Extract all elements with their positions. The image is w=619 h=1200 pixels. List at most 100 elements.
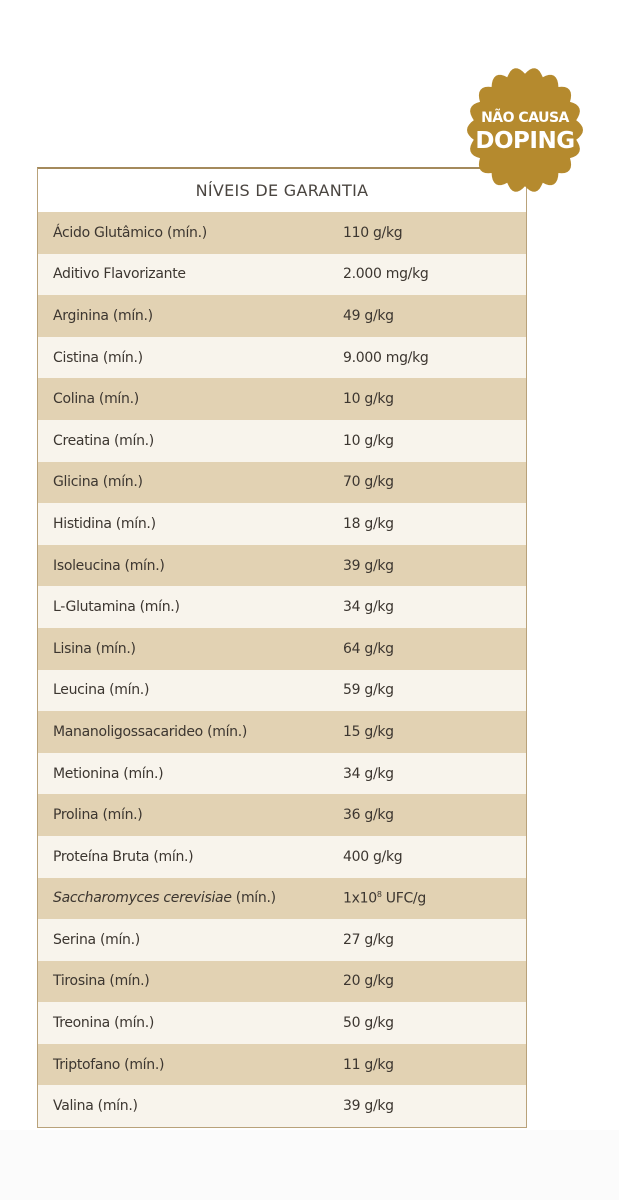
nutrient-value: 18 g/kg [343,516,526,532]
nutrient-name-text: Glicina (mín.) [53,474,143,491]
nutrient-name-text: Tirosina (mín.) [53,973,150,990]
nutrient-name: Histidina (mín.) [38,516,343,532]
nutrient-value-text: 36 g/kg [343,807,394,824]
nutrient-value-text: 34 g/kg [343,765,394,782]
table-row: Tirosina (mín.) 20 g/kg [38,960,526,1003]
nutrient-name-text: Aditivo Flavorizante [53,266,186,283]
nutrient-value: 110 g/kg [343,225,526,241]
nutrient-value: 1x108 UFC/g [343,890,526,907]
nutrient-name-text: Serina (mín.) [53,931,140,948]
table-row: Lisina (mín.) 64 g/kg [38,627,526,670]
nutrient-name: Arginina (mín.) [38,308,343,324]
nutrient-value-text: 64 g/kg [343,640,394,657]
nutrient-value: 10 g/kg [343,391,526,407]
nutrient-value: 34 g/kg [343,599,526,615]
table-row: Proteína Bruta (mín.) 400 g/kg [38,835,526,878]
nutrient-value: 39 g/kg [343,558,526,574]
nutrient-value: 34 g/kg [343,766,526,782]
nutrient-value: 400 g/kg [343,849,526,865]
nutrient-name-text: Prolina (mín.) [53,807,143,824]
badge-line-1: NÃO CAUSA [481,110,569,126]
table-row: Treonina (mín.) 50 g/kg [38,1002,526,1044]
table-row: Valina (mín.) 39 g/kg [38,1085,526,1128]
nutrient-name: Prolina (mín.) [38,807,343,823]
table-row: Cistina (mín.) 9.000 mg/kg [38,336,526,379]
nutrient-name: Treonina (mín.) [38,1015,343,1031]
nutrient-name: Proteína Bruta (mín.) [38,849,343,865]
nutrient-name: Serina (mín.) [38,932,343,948]
nutrient-value: 36 g/kg [343,807,526,823]
nutrient-value-text: 34 g/kg [343,599,394,616]
badge-line-2: DOPING [475,128,575,154]
nutrient-name-text: Metionina (mín.) [53,765,164,782]
nutrient-value: 11 g/kg [343,1057,526,1073]
nutrient-value-text: 70 g/kg [343,474,394,491]
nutrient-name-text: Proteína Bruta (mín.) [53,848,194,865]
nutrient-name-text: Cistina (mín.) [53,349,143,366]
nutrient-name: Isoleucina (mín.) [38,558,343,574]
table-row: Colina (mín.) 10 g/kg [38,378,526,420]
nutrient-name-text: Isoleucina (mín.) [53,557,165,574]
badge-seal-icon [467,68,583,192]
nutrient-name-italic: Saccharomyces cerevisiae [53,890,232,907]
nutrient-value-text: 1x10 [343,890,377,907]
nutrient-name-text: Valina (mín.) [53,1098,138,1115]
table-row: Histidina (mín.) 18 g/kg [38,503,526,545]
nutrient-name: L-Glutamina (mín.) [38,599,343,615]
nutrient-name: Aditivo Flavorizante [38,266,343,282]
nutrient-value-text: 50 g/kg [343,1015,394,1032]
nutrient-name: Valina (mín.) [38,1098,343,1114]
nutrient-name: Colina (mín.) [38,391,343,407]
nutrient-value-text: 59 g/kg [343,682,394,699]
nutrient-value: 70 g/kg [343,474,526,490]
nutrient-name: Cistina (mín.) [38,350,343,366]
nutrient-value-text: 15 g/kg [343,723,394,740]
nutrient-value: 2.000 mg/kg [343,266,526,282]
nutrient-name-text: (mín.) [231,890,276,907]
nutrient-value-exponent: 8 [376,889,382,899]
no-doping-badge: NÃO CAUSA DOPING [467,62,583,198]
guarantee-levels-table: NÍVEIS DE GARANTIA Ácido Glutâmico (mín.… [37,167,527,1129]
nutrient-name-text: Lisina (mín.) [53,640,136,657]
nutrient-value: 20 g/kg [343,973,526,989]
table-row: Aditivo Flavorizante 2.000 mg/kg [38,253,526,296]
nutrient-value-text: 20 g/kg [343,973,394,990]
nutrient-value: 39 g/kg [343,1098,526,1114]
nutrient-value-unit: UFC/g [381,890,427,907]
table-row: Glicina (mín.) 70 g/kg [38,461,526,504]
table-row: Saccharomyces cerevisiae (mín.) 1x108 UFC… [38,877,526,920]
nutrient-value-text: 18 g/kg [343,515,394,532]
nutrient-name-text: Mananoligossacarideo (mín.) [53,723,248,740]
table-row: Creatina (mín.) 10 g/kg [38,419,526,462]
nutrient-name: Glicina (mín.) [38,474,343,490]
nutrient-name: Tirosina (mín.) [38,973,343,989]
table-row: L-Glutamina (mín.) 34 g/kg [38,586,526,628]
table-row: Arginina (mín.) 49 g/kg [38,295,526,337]
nutrient-value: 15 g/kg [343,724,526,740]
nutrient-name: Metionina (mín.) [38,766,343,782]
nutrient-name: Mananoligossacarideo (mín.) [38,724,343,740]
nutrient-name-text: Arginina (mín.) [53,307,153,324]
nutrient-name-text: Histidina (mín.) [53,515,156,532]
nutrient-value: 27 g/kg [343,932,526,948]
nutrient-name: Leucina (mín.) [38,682,343,698]
nutrient-name: Ácido Glutâmico (mín.) [38,225,343,241]
nutrient-name-text: Triptofano (mín.) [53,1056,165,1073]
nutrient-value: 64 g/kg [343,641,526,657]
nutrient-name-text: Colina (mín.) [53,391,139,408]
table-row: Ácido Glutâmico (mín.) 110 g/kg [38,212,526,254]
table-row: Leucina (mín.) 59 g/kg [38,669,526,712]
nutrient-name: Saccharomyces cerevisiae (mín.) [38,890,343,906]
nutrient-name: Creatina (mín.) [38,433,343,449]
nutrient-value-text: 110 g/kg [343,224,403,241]
nutrient-value: 59 g/kg [343,682,526,698]
nutrient-name: Lisina (mín.) [38,641,343,657]
nutrient-name: Triptofano (mín.) [38,1057,343,1073]
nutrient-value-text: 9.000 mg/kg [343,349,429,366]
nutrient-name-text: Leucina (mín.) [53,682,150,699]
nutrient-value-text: 49 g/kg [343,307,394,324]
nutrient-value-text: 11 g/kg [343,1056,394,1073]
table-body: Ácido Glutâmico (mín.) 110 g/kg Aditivo Fl… [38,212,526,1128]
nutrient-value-text: 2.000 mg/kg [343,266,429,283]
nutrient-value: 10 g/kg [343,433,526,449]
